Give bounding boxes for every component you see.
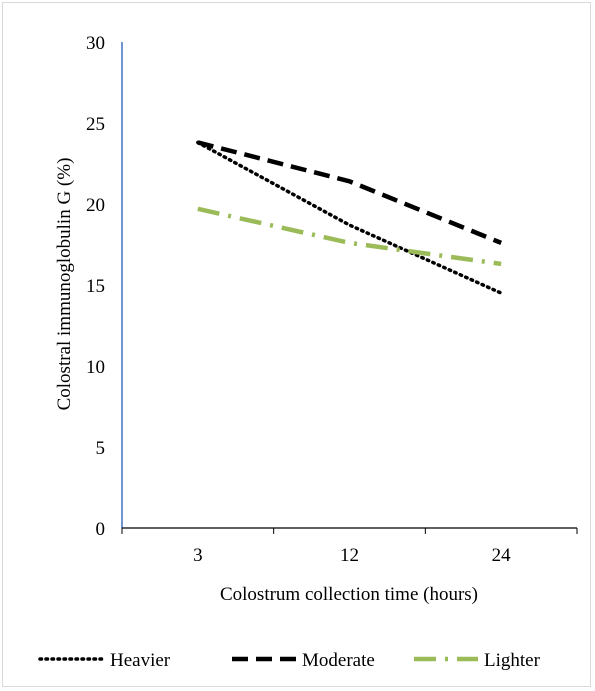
x-tick-label-2: 24 [492,545,512,566]
y-tick-label-2: 10 [86,357,105,378]
series-line-lighter [198,209,501,264]
legend-label-lighter: Lighter [484,650,541,671]
plot-area: 0 5 10 15 20 25 30 3 12 24 [86,33,577,566]
legend-label-moderate: Moderate [302,650,375,671]
y-tick-label-1: 5 [96,438,106,459]
y-tick-label-5: 25 [86,114,105,135]
y-tick-label-6: 30 [86,33,105,54]
x-tick-label-0: 3 [193,545,203,566]
y-axis-title: Colostral immunoglobulin G (%) [54,158,75,411]
x-tick-label-1: 12 [340,545,359,566]
series-line-moderate [198,142,501,242]
legend-label-heavier: Heavier [110,650,171,671]
legend: Heavier Moderate Lighter [40,650,541,671]
y-tick-label-3: 15 [86,276,105,297]
y-tick-label-4: 20 [86,195,105,216]
x-axis-title: Colostrum collection time (hours) [220,584,478,605]
y-tick-label-0: 0 [96,519,106,540]
